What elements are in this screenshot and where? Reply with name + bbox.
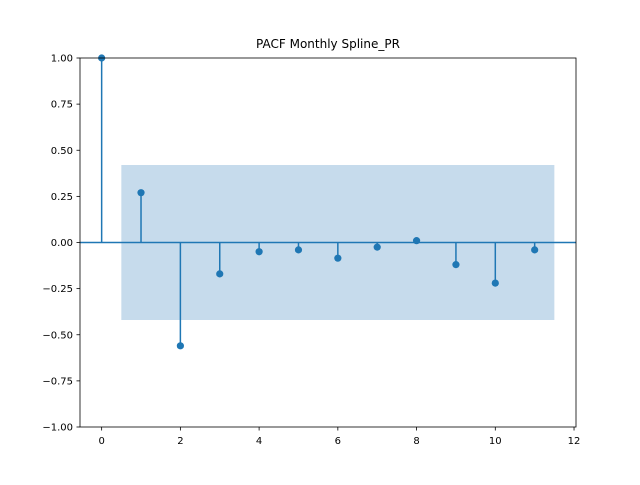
y-tick-label: −1.00 <box>42 423 73 434</box>
x-tick-label: 4 <box>256 436 262 447</box>
chart-title: PACF Monthly Spline_PR <box>256 37 400 51</box>
y-tick-label: 0.25 <box>51 192 73 203</box>
x-tick-label: 12 <box>568 436 581 447</box>
y-tick-label: −0.75 <box>42 376 73 387</box>
y-tick-label: 0.50 <box>51 146 73 157</box>
stem-marker-lag-8 <box>412 237 421 245</box>
stem-marker-lag-1 <box>137 189 145 197</box>
x-tick-label: 8 <box>413 436 419 447</box>
stem-marker-lag-4 <box>255 248 263 256</box>
x-tick-label: 10 <box>489 436 502 447</box>
x-tick-label: 0 <box>98 436 104 447</box>
y-tick-label: 1.00 <box>51 54 73 65</box>
stem-marker-lag-7 <box>373 243 381 251</box>
stem-marker-lag-9 <box>452 261 460 269</box>
stem-marker-lag-5 <box>294 246 303 254</box>
y-tick-label: 0.75 <box>51 100 73 111</box>
x-tick-label: 2 <box>177 436 183 447</box>
stem-marker-lag-6 <box>334 254 342 262</box>
stem-marker-lag-2 <box>176 342 184 350</box>
stem-marker-lag-3 <box>216 270 224 278</box>
x-tick-label: 6 <box>335 436 341 447</box>
plot-area: 0 2 4 6 8 10 12 1.00 0.75 0.50 0.25 0.00 −0.25 −0.50 −… <box>42 54 580 448</box>
stem-marker-lag-10 <box>491 279 499 287</box>
y-tick-label: −0.25 <box>42 284 73 295</box>
stem-marker-lag-11 <box>531 246 539 254</box>
y-tick-label: −0.50 <box>42 330 73 341</box>
y-tick-label: 0.00 <box>51 238 73 249</box>
